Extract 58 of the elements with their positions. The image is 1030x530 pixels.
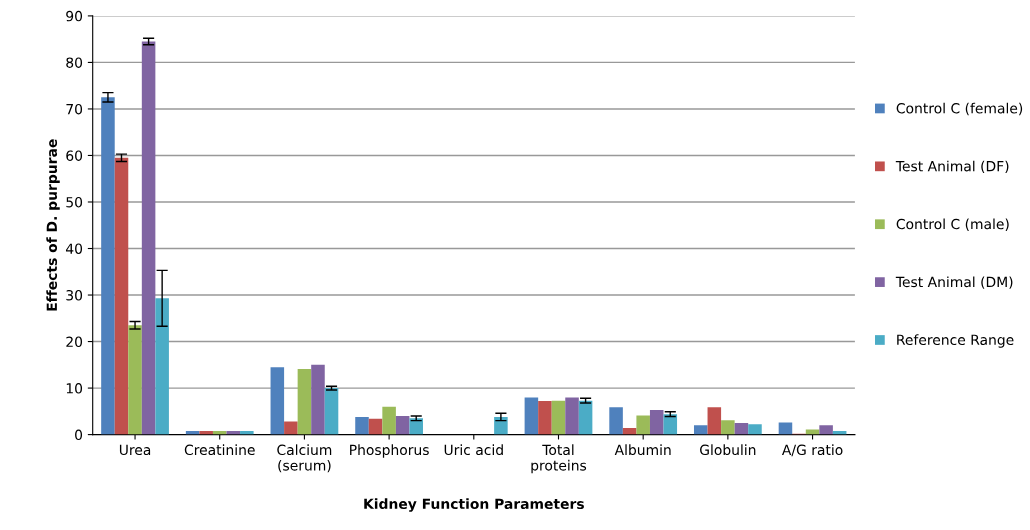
bar bbox=[578, 400, 593, 435]
bar bbox=[524, 397, 539, 435]
bar bbox=[663, 414, 678, 435]
y-tick-label: 80 bbox=[66, 57, 83, 68]
y-tick-label: 0 bbox=[75, 429, 83, 441]
x-tick-label: Uric acid bbox=[444, 444, 503, 456]
legend-label: Control C (female) bbox=[896, 102, 1023, 116]
bar bbox=[101, 97, 115, 435]
bar bbox=[494, 416, 508, 435]
x-axis-title: Kidney Function Parameters bbox=[364, 498, 584, 512]
x-tick-label: Creatinine bbox=[184, 444, 255, 456]
legend-label: Control C (male) bbox=[896, 218, 1009, 231]
bar bbox=[649, 409, 664, 435]
bar bbox=[609, 407, 623, 435]
y-tick-label: 30 bbox=[66, 290, 83, 301]
legend-label: Reference Range bbox=[897, 334, 1014, 348]
x-tick-label: Total proteins bbox=[531, 444, 587, 474]
x-tick-label: Phosphorus bbox=[350, 444, 429, 458]
bar bbox=[409, 418, 423, 435]
bar bbox=[748, 424, 762, 435]
bar bbox=[114, 157, 129, 435]
bar bbox=[636, 415, 650, 435]
bar bbox=[734, 422, 749, 435]
y-tick-label: 60 bbox=[66, 150, 83, 161]
x-tick-label: Urea bbox=[119, 444, 151, 456]
bar bbox=[297, 369, 312, 435]
bar bbox=[538, 401, 552, 435]
y-tick-label: 10 bbox=[66, 383, 83, 394]
bar bbox=[311, 364, 325, 435]
x-tick-label: Calcium (serum) bbox=[277, 444, 332, 473]
y-tick-label: 50 bbox=[66, 196, 83, 208]
bar bbox=[693, 425, 708, 435]
y-tick-label: 40 bbox=[65, 243, 83, 254]
bar bbox=[284, 421, 298, 435]
bar bbox=[128, 325, 142, 435]
bar bbox=[382, 406, 396, 435]
legend-label: Test Animal (DF) bbox=[895, 160, 1009, 174]
bar bbox=[155, 298, 169, 435]
bar bbox=[565, 397, 579, 435]
y-tick-label: 70 bbox=[66, 103, 83, 115]
bar bbox=[551, 400, 566, 435]
x-tick-label: A/G ratio bbox=[781, 444, 843, 457]
bar bbox=[721, 420, 735, 435]
legend-label: Test Animal (DM) bbox=[895, 276, 1013, 289]
y-tick-label: 90 bbox=[66, 10, 83, 22]
y-axis-title: Effects of D. purpurae bbox=[46, 139, 60, 311]
bar bbox=[270, 367, 285, 435]
bar bbox=[368, 418, 383, 435]
bar bbox=[819, 425, 833, 435]
bar bbox=[324, 388, 339, 435]
y-tick-label: 20 bbox=[66, 336, 83, 348]
bar bbox=[141, 41, 156, 435]
bar bbox=[707, 407, 722, 435]
bar bbox=[395, 415, 410, 435]
x-tick-label: Globulin bbox=[700, 444, 756, 456]
bar bbox=[805, 429, 820, 435]
bar bbox=[355, 416, 369, 435]
x-tick-label: Albumin bbox=[614, 444, 671, 456]
